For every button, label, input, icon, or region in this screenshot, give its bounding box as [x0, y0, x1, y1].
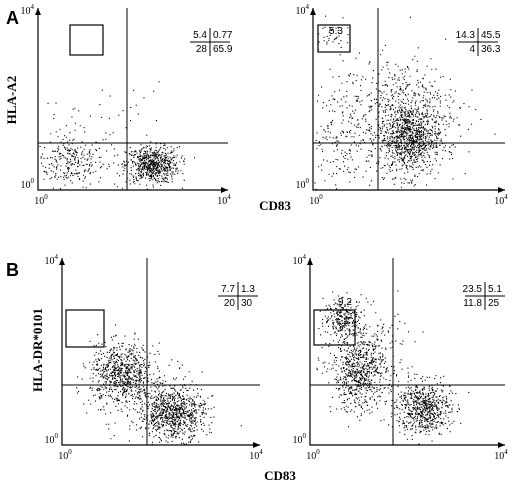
dot-cloud: [39, 81, 196, 190]
quadrant-percent: 5.4: [193, 30, 207, 41]
tick-base: 10: [494, 196, 504, 207]
quadrant-percent: 25: [488, 298, 500, 309]
axis-arrow: [59, 258, 65, 265]
axis: [61, 258, 260, 446]
gate-label: 9.2: [338, 297, 352, 308]
tick-label: 104: [494, 193, 508, 207]
panel-letter: A: [6, 8, 19, 28]
tick-base: 10: [45, 435, 55, 446]
dot-cloud: [314, 15, 496, 190]
tick-exp: 0: [316, 448, 320, 456]
y-axis-label: HLA-A2: [4, 76, 19, 124]
tick-exp: 4: [504, 193, 508, 201]
tick-label: 104: [21, 3, 35, 17]
tick-exp: 4: [55, 253, 59, 261]
gate: [65, 309, 105, 348]
quadrant-percent: 11.8: [463, 298, 482, 309]
axis-arrow: [310, 8, 316, 15]
tick-exp: 0: [303, 432, 307, 440]
tick-base: 10: [34, 196, 44, 207]
tick-base: 10: [494, 451, 504, 462]
axis-arrow: [307, 258, 313, 265]
axis: [37, 8, 228, 191]
tick-exp: 4: [306, 3, 310, 11]
tick-label: 100: [34, 193, 48, 207]
x-axis-label: CD83: [264, 468, 296, 483]
quadrant-percent: 0.77: [213, 30, 233, 41]
tick-exp: 0: [319, 193, 323, 201]
quadrant-percent: 65.9: [213, 44, 233, 55]
tick-base: 10: [21, 6, 31, 17]
axis-arrow: [35, 8, 41, 15]
quadrant-percent: 30: [241, 298, 253, 309]
y-axis-label: HLA-DR*0101: [30, 308, 45, 392]
tick-base: 10: [293, 435, 303, 446]
panel-letter: B: [6, 260, 19, 280]
quadrant-percent: 7.7: [221, 284, 235, 295]
tick-base: 10: [293, 256, 303, 267]
tick-base: 10: [58, 451, 68, 462]
quadrant-percent: 4: [469, 44, 475, 55]
gate: [317, 24, 351, 53]
tick-exp: 0: [44, 193, 48, 201]
tick-base: 10: [306, 451, 316, 462]
quadrant-percent: 1.3: [241, 284, 255, 295]
axis-arrow: [498, 442, 505, 448]
axis: [312, 8, 505, 191]
tick-label: 100: [58, 448, 72, 462]
tick-base: 10: [45, 256, 55, 267]
tick-exp: 4: [259, 448, 263, 456]
tick-label: 100: [21, 177, 35, 191]
axis-arrow: [253, 442, 260, 448]
tick-label: 104: [494, 448, 508, 462]
tick-exp: 4: [227, 193, 231, 201]
quadrant-percent: 45.5: [481, 30, 501, 41]
dot-cloud: [316, 290, 470, 445]
tick-base: 10: [21, 180, 31, 191]
tick-label: 104: [296, 3, 310, 17]
axis-arrow: [221, 187, 228, 193]
gate-label: 5.3: [329, 26, 343, 37]
tick-label: 100: [293, 432, 307, 446]
tick-base: 10: [296, 6, 306, 17]
quadrant-percent: 23.5: [463, 284, 483, 295]
tick-base: 10: [309, 196, 319, 207]
tick-exp: 4: [31, 3, 35, 11]
tick-base: 10: [217, 196, 227, 207]
tick-base: 10: [296, 180, 306, 191]
tick-label: 100: [296, 177, 310, 191]
tick-label: 100: [45, 432, 59, 446]
axis-arrow: [498, 187, 505, 193]
quadrant-percent: 5.1: [488, 284, 502, 295]
tick-exp: 0: [306, 177, 310, 185]
tick-label: 104: [293, 253, 307, 267]
tick-label: 104: [249, 448, 263, 462]
axis: [309, 258, 505, 446]
gate: [69, 24, 104, 56]
tick-exp: 0: [68, 448, 72, 456]
tick-exp: 4: [303, 253, 307, 261]
quadrant-percent: 36.3: [481, 44, 501, 55]
gate: [313, 309, 356, 346]
tick-exp: 4: [504, 448, 508, 456]
x-axis-label: CD83: [259, 198, 291, 213]
tick-label: 104: [45, 253, 59, 267]
tick-label: 100: [306, 448, 320, 462]
tick-base: 10: [249, 451, 259, 462]
quadrant-percent: 14.3: [456, 30, 476, 41]
tick-exp: 0: [31, 177, 35, 185]
quadrant-percent: 28: [196, 44, 208, 55]
tick-label: 100: [309, 193, 323, 207]
tick-label: 104: [217, 193, 231, 207]
tick-exp: 0: [55, 432, 59, 440]
quadrant-percent: 20: [224, 298, 236, 309]
dot-cloud: [76, 324, 242, 445]
